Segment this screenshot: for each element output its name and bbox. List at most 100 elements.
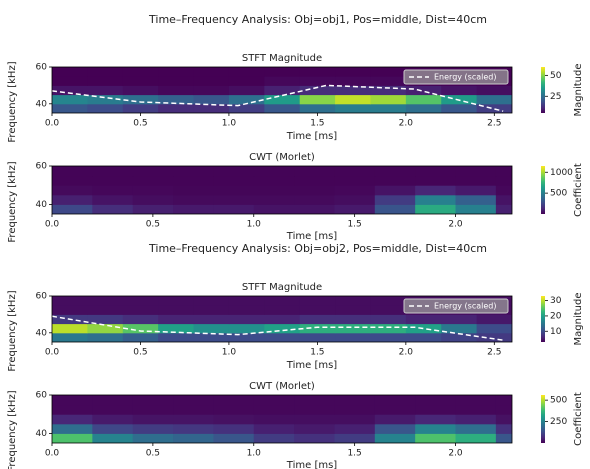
heatmap-cell — [299, 305, 336, 315]
heatmap-cell — [495, 175, 512, 186]
heatmap-cell — [299, 85, 336, 96]
heatmap-cell — [132, 423, 174, 434]
heatmap-cell — [495, 423, 512, 434]
heatmap-cell — [334, 194, 376, 205]
y-tick-label: 60 — [36, 63, 48, 73]
heatmap-cell — [132, 194, 174, 205]
colorbar-label: Coefficient — [573, 163, 584, 217]
colorbar-tick-label: 20 — [550, 311, 562, 321]
heatmap-cell — [52, 423, 93, 434]
heatmap-cell — [495, 194, 512, 205]
heatmap-cell — [264, 76, 301, 86]
heatmap-cell — [334, 175, 376, 186]
heatmap-cell — [52, 395, 93, 406]
heatmap-cell — [132, 185, 174, 196]
energy-line — [52, 84, 504, 112]
heatmap-cell — [405, 314, 442, 325]
heatmap-cell — [370, 314, 407, 325]
heatmap-cell — [173, 395, 214, 406]
x-tick-label: 1.0 — [222, 119, 237, 129]
heatmap-cell — [92, 185, 134, 196]
heatmap-cell — [370, 323, 407, 334]
heatmap-cell — [264, 323, 301, 334]
heatmap-cell — [374, 185, 416, 196]
heatmap-cell — [228, 323, 265, 334]
heatmap-cell — [228, 94, 265, 105]
heatmap-cell — [158, 332, 195, 342]
colorbar-tick-label: 50 — [550, 71, 562, 81]
heatmap-cell — [299, 314, 336, 325]
heatmap-cell — [441, 85, 478, 96]
heatmap-cell — [334, 404, 376, 415]
heatmap-cell — [455, 395, 497, 406]
heatmap-cell — [370, 67, 407, 77]
heatmap-cell — [52, 323, 88, 334]
panel-title: CWT (Morlet) — [249, 152, 315, 163]
heatmap-cell — [173, 194, 214, 205]
heatmap-cell — [52, 194, 93, 205]
heatmap-cell — [122, 94, 159, 105]
heatmap-cell — [335, 94, 371, 105]
heatmap-cell — [132, 404, 174, 415]
heatmap-cell — [92, 395, 134, 406]
y-tick-label: 60 — [36, 292, 48, 302]
heatmap-cell — [92, 194, 134, 205]
legend-box — [403, 69, 509, 85]
heatmap-cell — [476, 314, 512, 325]
heatmap-cell — [374, 204, 416, 214]
heatmap-cell — [415, 194, 457, 205]
heatmap-cell — [495, 204, 512, 214]
heatmap-cell — [374, 433, 416, 443]
heatmap — [52, 166, 512, 214]
heatmap-cell — [92, 414, 134, 425]
heatmap-cell — [52, 76, 88, 86]
x-axis-label: Time [ms] — [286, 131, 338, 142]
heatmap-cell — [173, 185, 214, 196]
heatmap-cell — [455, 433, 497, 443]
heatmap-cell — [455, 204, 497, 214]
heatmap-cell — [87, 67, 124, 77]
heatmap-cell — [52, 332, 88, 342]
heatmap-cell — [122, 85, 159, 96]
colorbar-tick-label: 1000 — [550, 168, 573, 178]
heatmap-cell — [476, 103, 512, 113]
heatmap-cell — [87, 323, 124, 334]
heatmap-cell — [158, 94, 195, 105]
axes-frame — [51, 394, 513, 444]
heatmap-cell — [132, 433, 174, 443]
heatmap-cell — [122, 305, 159, 315]
colorbar-tick-label: 500 — [550, 396, 567, 406]
heatmap-cell — [495, 404, 512, 415]
heatmap-cell — [264, 332, 301, 342]
heatmap-cell — [122, 323, 159, 334]
heatmap-cell — [158, 67, 195, 77]
x-tick-label: 1.0 — [247, 220, 262, 230]
legend-label: Energy (scaled) — [434, 73, 496, 82]
heatmap-cell — [294, 166, 335, 177]
heatmap-cell — [173, 175, 214, 186]
heatmap-cell — [228, 332, 265, 342]
heatmap-cell — [122, 314, 159, 325]
x-tick-label: 0.0 — [45, 348, 60, 358]
heatmap-cell — [158, 314, 195, 325]
y-tick-label: 40 — [36, 200, 48, 210]
heatmap-cell — [495, 395, 512, 406]
heatmap-cell — [335, 296, 371, 306]
heatmap-cell — [334, 204, 376, 214]
heatmap-cell — [173, 414, 214, 425]
x-tick-label: 2.0 — [448, 220, 463, 230]
heatmap-cell — [158, 103, 195, 113]
heatmap-cell — [132, 166, 174, 177]
colorbar-label: Coefficient — [573, 392, 584, 446]
heatmap-cell — [405, 323, 442, 334]
colorbar — [541, 296, 545, 342]
energy-line — [52, 315, 504, 341]
heatmap-cell — [193, 314, 230, 325]
legend-label: Energy (scaled) — [434, 302, 496, 311]
heatmap-cell — [213, 414, 255, 425]
heatmap-cell — [213, 194, 255, 205]
heatmap-cell — [264, 67, 301, 77]
heatmap-cell — [495, 414, 512, 425]
heatmap-cell — [294, 433, 335, 443]
